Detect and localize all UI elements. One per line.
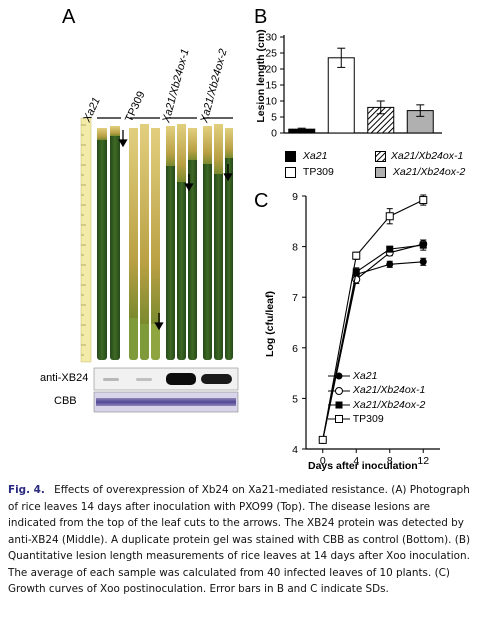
y-tick-label: 8 xyxy=(292,242,298,254)
legend-item-xa21: Xa21 xyxy=(285,150,327,162)
y-tick-label: 10 xyxy=(265,96,277,108)
blot-label: anti-XB24 xyxy=(40,372,89,384)
data-point xyxy=(419,241,427,249)
y-tick-label: 6 xyxy=(292,343,298,355)
y-tick-label: 4 xyxy=(292,444,298,456)
bar xyxy=(327,57,355,134)
x-tick-label: 0 xyxy=(320,455,326,467)
x-tick-label: 12 xyxy=(417,455,429,467)
line-legend: Xa21 Xa21/Xb24ox-1 Xa21/Xb24ox-2 TP309 xyxy=(328,369,425,426)
panel-a-letter: A xyxy=(62,6,76,28)
legend-line-xa21: Xa21 xyxy=(328,369,425,383)
data-point xyxy=(385,212,394,221)
data-point xyxy=(419,258,427,266)
y-tick-label: 0 xyxy=(271,128,277,140)
caption-fig-label: Fig. 4. xyxy=(8,484,45,496)
panel-a-photo xyxy=(80,112,239,413)
line-chart-xlabel: Days after inoculation xyxy=(308,460,418,472)
legend-item-ox1: Xa21/Xb24ox-1 xyxy=(375,150,463,162)
y-tick-label: 5 xyxy=(271,112,277,124)
ruler xyxy=(80,117,92,363)
series-line xyxy=(322,243,424,441)
leaves-ox2 xyxy=(203,124,233,360)
data-point xyxy=(318,435,327,444)
x-tick-label: 8 xyxy=(387,455,393,467)
arrow-icon xyxy=(118,130,233,331)
data-point xyxy=(352,251,361,260)
data-point xyxy=(419,196,428,205)
legend-line-ox2: Xa21/Xb24ox-2 xyxy=(328,398,425,412)
data-point xyxy=(386,245,394,253)
leaves-ox1 xyxy=(166,124,197,360)
leaves-tp309 xyxy=(129,124,160,360)
y-tick-label: 20 xyxy=(265,64,277,76)
growth-line-chart: 4 5 6 7 8 9 0 4 8 12 xyxy=(292,191,440,467)
y-tick-label: 25 xyxy=(265,48,277,60)
data-point xyxy=(386,260,394,268)
lesion-bar-chart: 0 5 10 15 20 25 30 xyxy=(265,32,442,140)
blot-bands xyxy=(103,373,232,385)
series-line xyxy=(322,244,424,440)
figure-caption: Fig. 4. Effects of overexpression of Xb2… xyxy=(8,482,474,598)
ruler-ticks xyxy=(81,124,86,356)
leaves-xa21 xyxy=(97,126,120,360)
y-tick-label: 5 xyxy=(292,393,298,405)
line-chart-ylabel: Log (cfu/leaf) xyxy=(264,291,276,357)
legend-item-tp309: TP309 xyxy=(285,166,334,178)
data-point xyxy=(352,268,360,276)
legend-item-ox2: Xa21/Xb24ox-2 xyxy=(375,166,465,178)
y-tick-label: 9 xyxy=(292,191,298,203)
caption-text: Effects of overexpression of Xb24 on Xa2… xyxy=(8,484,471,595)
y-tick-label: 30 xyxy=(265,32,277,44)
legend-line-tp309: TP309 xyxy=(328,412,425,426)
legend-line-ox1: Xa21/Xb24ox-1 xyxy=(328,383,425,397)
y-tick-label: 7 xyxy=(292,292,298,304)
panel-c-letter: C xyxy=(254,190,269,212)
x-tick-label: 4 xyxy=(353,455,359,467)
y-tick-label: 15 xyxy=(265,80,277,92)
cbb-label: CBB xyxy=(54,395,77,407)
panel-b-letter: B xyxy=(254,6,268,28)
series-line xyxy=(322,199,424,440)
